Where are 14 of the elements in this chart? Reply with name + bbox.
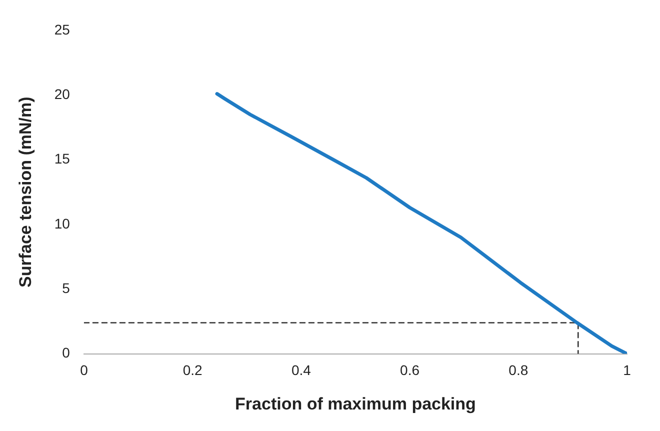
x-tick-label: 0.4 [291,362,312,378]
y-tick-label: 15 [54,150,70,167]
y-tick-label: 25 [54,21,70,38]
x-tick-label: 0 [80,362,88,378]
x-tick-label: 0.2 [182,362,203,378]
x-tick-label: 0.6 [400,362,420,378]
x-axis-title: Fraction of maximum packing [235,394,476,414]
x-tick-label: 1 [623,362,632,378]
y-axis-title: Surface tension (mN/m) [16,96,35,288]
y-tick-label: 0 [62,344,70,361]
y-tick-label: 5 [62,280,70,296]
y-tick-label: 20 [54,86,70,102]
y-tick-label: 10 [54,215,70,232]
x-tick-label: 0.8 [508,362,528,378]
